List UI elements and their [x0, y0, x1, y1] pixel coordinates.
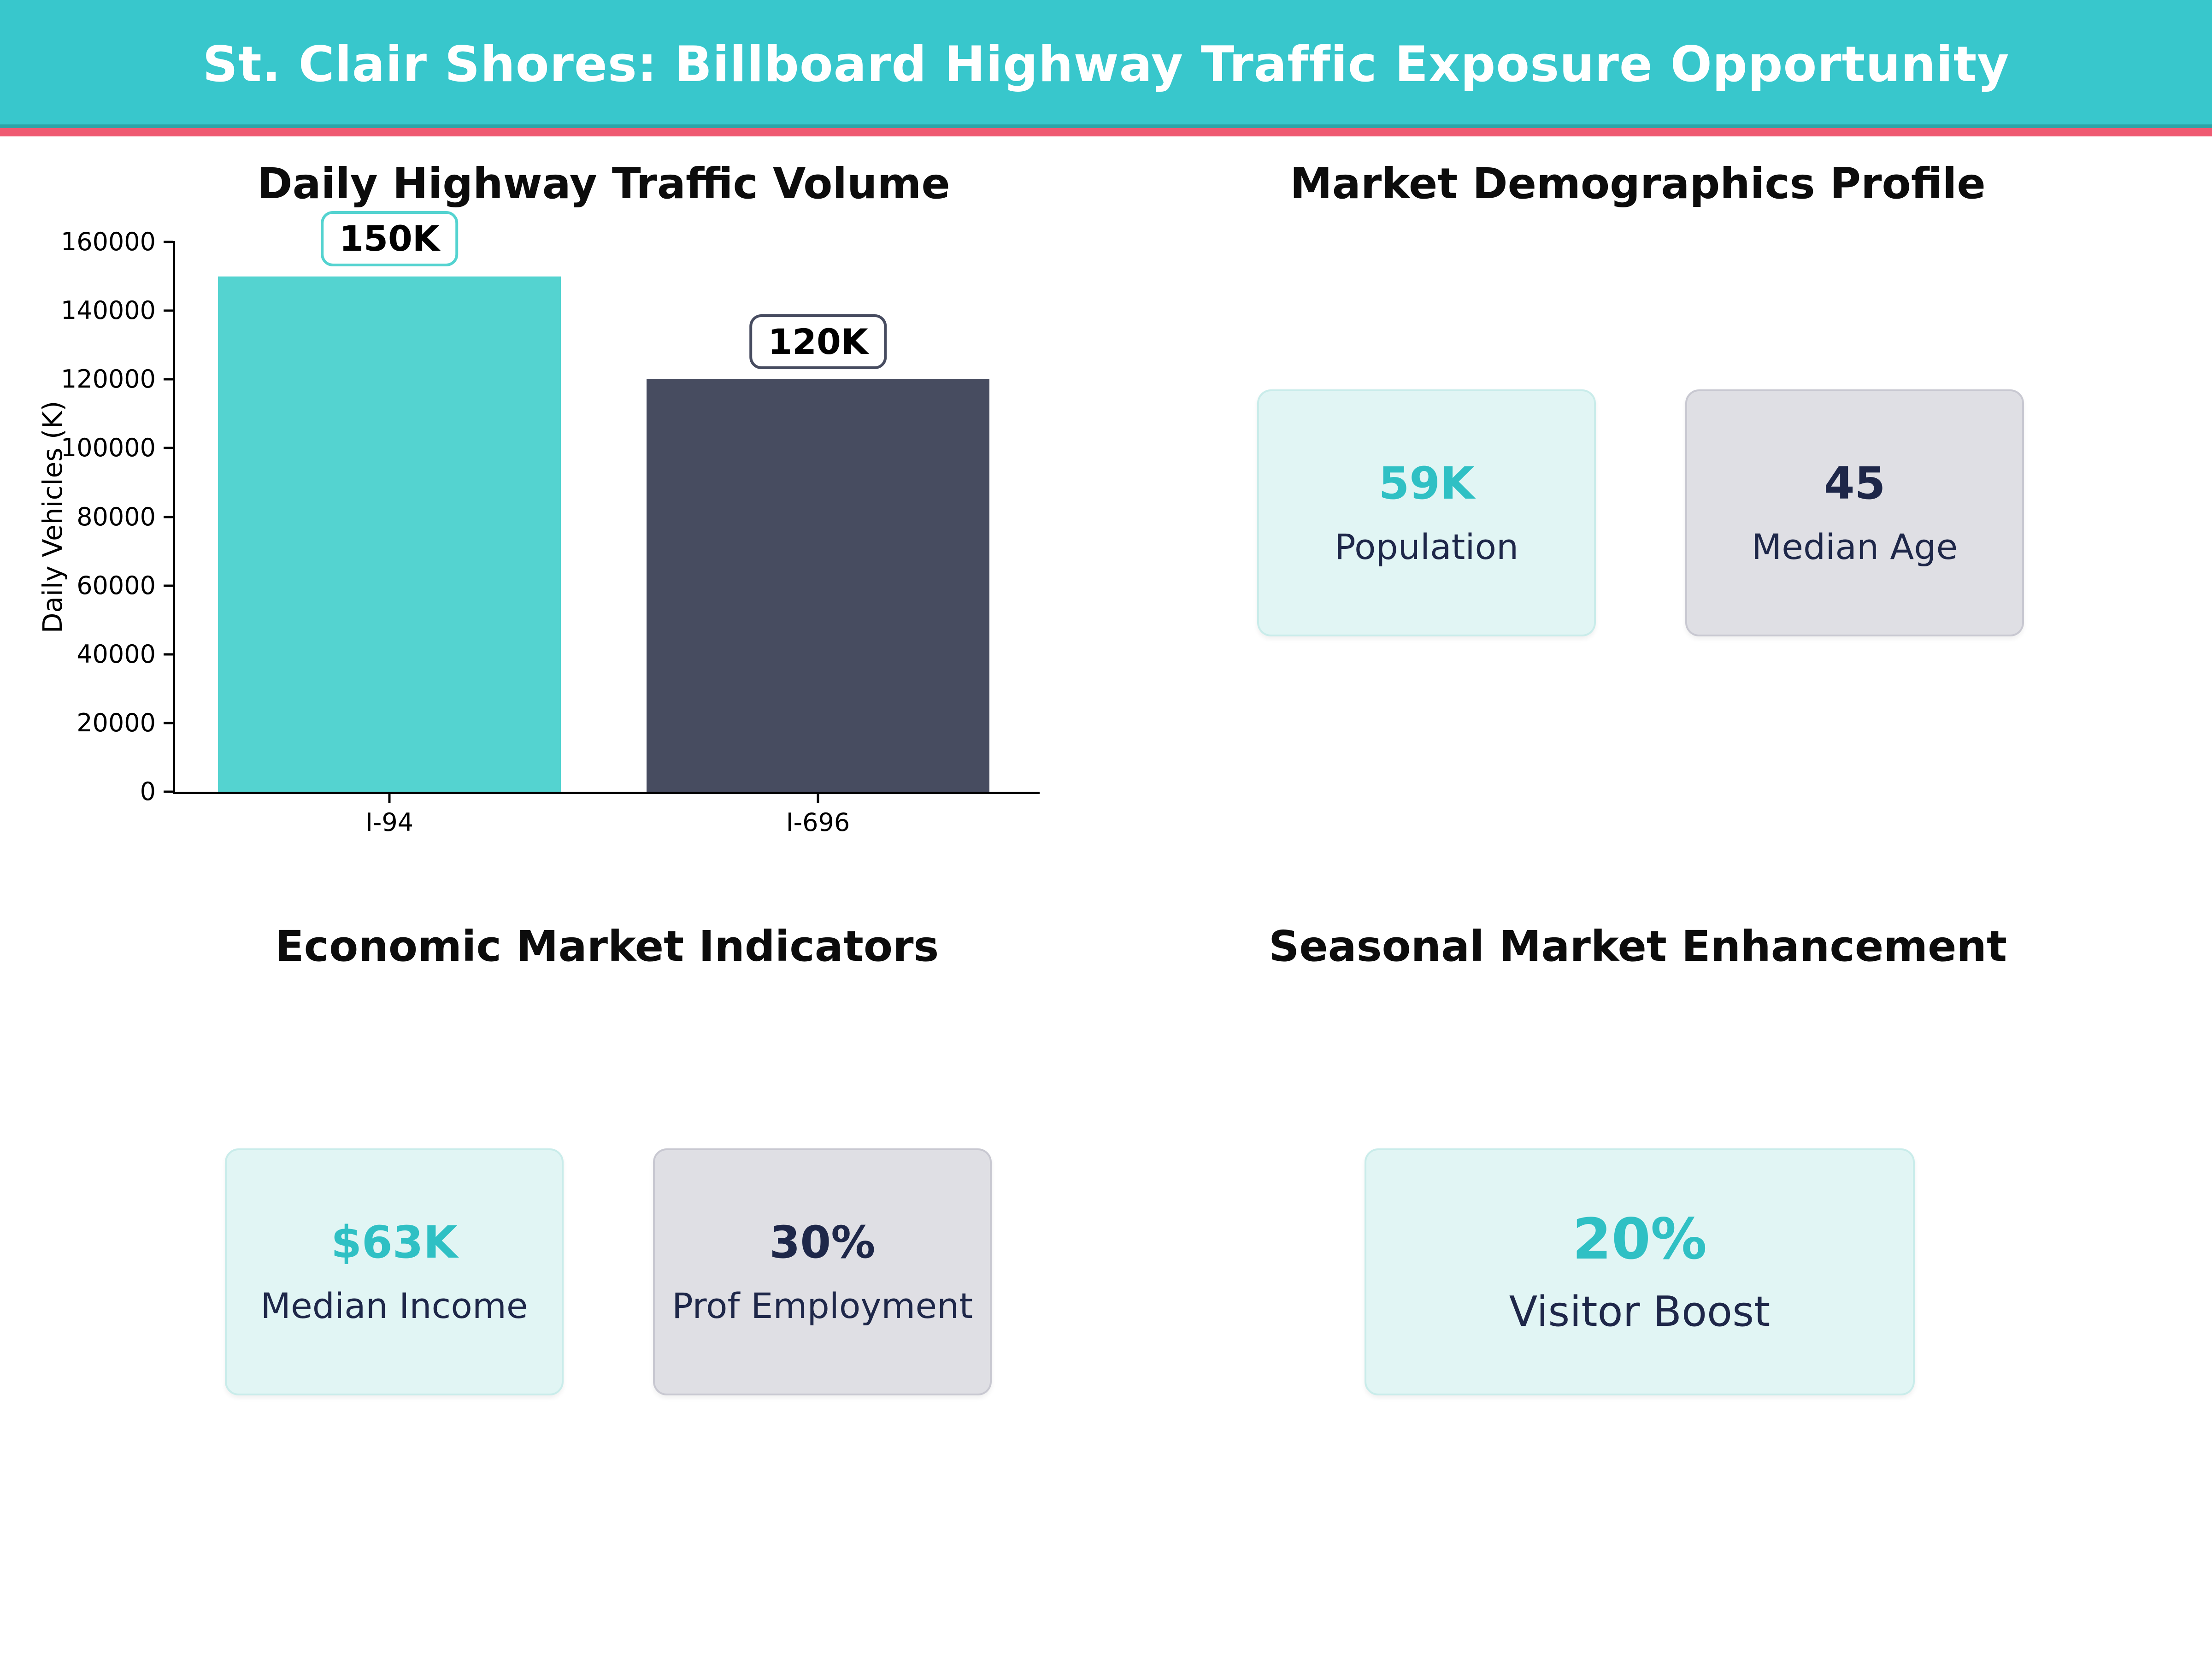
y-tick-label: 160000	[60, 227, 156, 256]
population-card: 59K Population	[1257, 389, 1596, 636]
median-age-value: 45	[1824, 458, 1886, 509]
y-tick	[164, 447, 173, 449]
page-title: St. Clair Shores: Billboard Highway Traf…	[202, 35, 2010, 93]
y-tick	[164, 241, 173, 243]
demographics-title: Market Demographics Profile	[1290, 159, 1986, 208]
median-income-value: $63K	[331, 1217, 458, 1268]
bar-chart-plot: Daily Vehicles (K) 0 20000 40000 60000 80000…	[37, 211, 1040, 835]
x-tick-label: I-696	[786, 808, 850, 837]
y-tick-label: 140000	[60, 296, 156, 325]
y-tick	[164, 309, 173, 312]
y-tick	[164, 584, 173, 587]
bar-i-696	[647, 379, 989, 792]
x-tick	[817, 794, 819, 803]
prof-employment-value: 30%	[769, 1217, 876, 1268]
prof-employment-label: Prof Employment	[671, 1285, 973, 1326]
seasonal-title: Seasonal Market Enhancement	[1268, 922, 2007, 971]
header-banner: St. Clair Shores: Billboard Highway Traf…	[0, 0, 2212, 136]
y-tick	[164, 378, 173, 381]
economic-title: Economic Market Indicators	[275, 922, 939, 971]
x-tick-label: I-94	[365, 808, 414, 837]
median-income-card: $63K Median Income	[225, 1148, 564, 1395]
y-tick	[164, 722, 173, 724]
median-age-label: Median Age	[1751, 526, 1958, 567]
population-label: Population	[1334, 526, 1519, 567]
x-tick	[388, 794, 391, 803]
bar-value-label: 120K	[749, 314, 887, 370]
y-tick-label: 120000	[60, 365, 156, 394]
y-axis-label: Daily Vehicles (K)	[37, 400, 68, 633]
y-tick-label: 40000	[76, 639, 156, 669]
y-tick	[164, 790, 173, 793]
prof-employment-card: 30% Prof Employment	[653, 1148, 992, 1395]
x-axis-line	[173, 792, 1040, 794]
bar-value-label: 150K	[321, 211, 458, 266]
y-tick-label: 60000	[76, 571, 156, 600]
visitor-boost-value: 20%	[1572, 1206, 1707, 1272]
median-age-card: 45 Median Age	[1685, 389, 2024, 636]
y-axis-line	[173, 241, 175, 794]
chart-title: Daily Highway Traffic Volume	[257, 159, 950, 208]
y-tick	[164, 653, 173, 656]
y-tick-label: 80000	[76, 502, 156, 531]
y-tick-label: 20000	[76, 708, 156, 737]
median-income-label: Median Income	[260, 1285, 528, 1326]
y-tick-label: 0	[140, 777, 156, 806]
y-tick-label: 100000	[60, 433, 156, 463]
population-value: 59K	[1378, 458, 1475, 509]
visitor-boost-label: Visitor Boost	[1509, 1288, 1771, 1336]
visitor-boost-card: 20% Visitor Boost	[1365, 1148, 1915, 1395]
bar-i-94	[218, 276, 561, 792]
y-tick	[164, 516, 173, 518]
